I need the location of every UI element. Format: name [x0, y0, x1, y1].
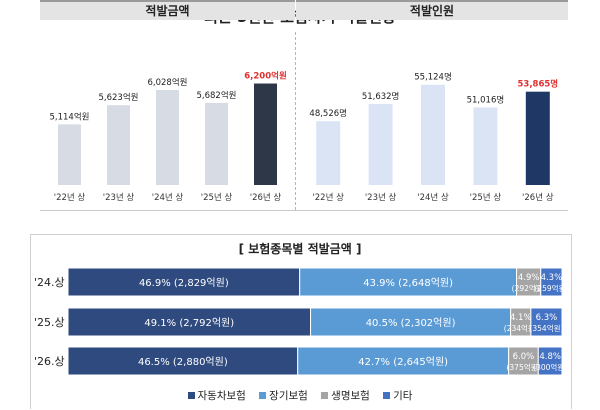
type-breakdown-title: [ 보험종목별 적발금액 ] [238, 242, 362, 256]
legend-swatch [321, 392, 329, 399]
x-tick-label: '23년 상 [103, 192, 135, 203]
bar-value-label: 51,632명 [362, 91, 400, 102]
bar-value-label: 55,124명 [414, 72, 452, 83]
bar [421, 84, 445, 185]
segment-label: 4.3% [541, 273, 563, 283]
stacked-segment [530, 307, 563, 337]
bar [107, 105, 130, 185]
bar-value-label: 6,028억원 [148, 77, 188, 88]
bar-value-label: 51,016명 [467, 94, 505, 105]
bar [368, 104, 393, 185]
row-label: '24.상 [34, 276, 65, 289]
legend-label: 기타 [393, 390, 413, 402]
legend-item-long-term: 장기보험 [259, 388, 308, 403]
type-breakdown-frame [30, 234, 572, 409]
legend-label: 자동차보험 [197, 390, 246, 402]
row-label: '26.상 [34, 355, 65, 368]
panel-divider [295, 32, 296, 210]
legend-item-other: 기타 [383, 388, 412, 403]
bar-value-label: 53,865명 [517, 79, 558, 90]
row-label: '25.상 [34, 316, 65, 329]
segment-label: 49.1% (2,792억원) [144, 317, 234, 329]
x-tick-label: '26년 상 [522, 192, 554, 203]
segment-label: 46.5% (2,880억원) [138, 356, 228, 368]
segment-label: 40.5% (2,302억원) [366, 317, 456, 329]
bar [205, 102, 228, 185]
segment-sublabel: (354억원) [529, 324, 563, 333]
legend-label: 장기보험 [269, 390, 308, 402]
stacked-segment [67, 267, 301, 297]
stacked-segment [310, 307, 512, 337]
x-tick-label: '26년 상 [250, 192, 282, 203]
amount-bar-chart: 5,114억원 '22년 상 5,623억원 '23년 상 6,028억원 '24년 상 5… [50, 71, 287, 203]
segment-label: 6.0% [513, 352, 535, 362]
segment-sublabel: (300억원) [533, 363, 567, 372]
bar-value-label: 5,114억원 [50, 111, 90, 122]
segment-sublabel: (259억원) [534, 284, 568, 293]
stacked-segment [516, 267, 542, 297]
bar [473, 107, 498, 185]
bar-value-label: 5,623억원 [99, 92, 139, 103]
top-charts-frame [40, 32, 568, 211]
amount-panel-title: 적발금액 [40, 0, 295, 20]
stacked-segment [67, 346, 299, 376]
bar [156, 89, 179, 185]
segment-label: 6.3% [536, 313, 558, 323]
bar [58, 124, 81, 185]
segment-sublabel: (375억원) [506, 363, 540, 372]
segment-sublabel: (292억원) [512, 284, 546, 293]
legend-item-life: 생명보험 [321, 388, 370, 403]
bar [525, 91, 550, 185]
legend-swatch [259, 392, 267, 399]
x-tick-label: '22년 상 [312, 192, 344, 203]
bar-value-label: 48,526명 [309, 108, 347, 119]
stacked-segment [540, 267, 563, 297]
stacked-segment [508, 346, 539, 376]
legend-label: 생명보험 [331, 390, 370, 402]
segment-label: 46.9% (2,829억원) [139, 277, 229, 289]
bar [254, 83, 277, 185]
legend-item-auto: 자동차보험 [187, 388, 246, 403]
legend-swatch [187, 392, 195, 399]
segment-sublabel: (234억원) [504, 324, 538, 333]
bar-value-label: 6,200억원 [244, 71, 287, 82]
x-tick-label: '22년 상 [54, 192, 86, 203]
stacked-segment [297, 346, 510, 376]
bar-value-label: 5,682억원 [197, 90, 237, 101]
stacked-segment [537, 346, 563, 376]
x-tick-label: '24년 상 [152, 192, 184, 203]
count-bar-chart: 48,526명 '22년 상 51,632명 '23년 상 55,124명 '24년 상 5… [309, 72, 558, 203]
bar [316, 121, 341, 185]
x-tick-label: '24년 상 [417, 192, 449, 203]
x-tick-label: '25년 상 [201, 192, 233, 203]
segment-label: 42.7% (2,645억원) [358, 356, 448, 368]
segment-label: 4.1% [510, 313, 532, 323]
segment-label: 4.8% [539, 352, 561, 362]
x-tick-label: '23년 상 [365, 192, 397, 203]
chart-legend: 자동차보험 장기보험 생명보험 기타 [0, 388, 600, 403]
legend-swatch [383, 392, 391, 399]
count-panel-title: 적발인원 [296, 0, 568, 20]
segment-label: 43.9% (2,648억원) [363, 277, 453, 289]
x-tick-label: '25년 상 [470, 192, 502, 203]
type-stacked-bar-chart: '24.상 46.9% (2,829억원) 43.9% (2,648억원) 4.9%(… [34, 267, 568, 376]
segment-label: 4.9% [518, 273, 540, 283]
